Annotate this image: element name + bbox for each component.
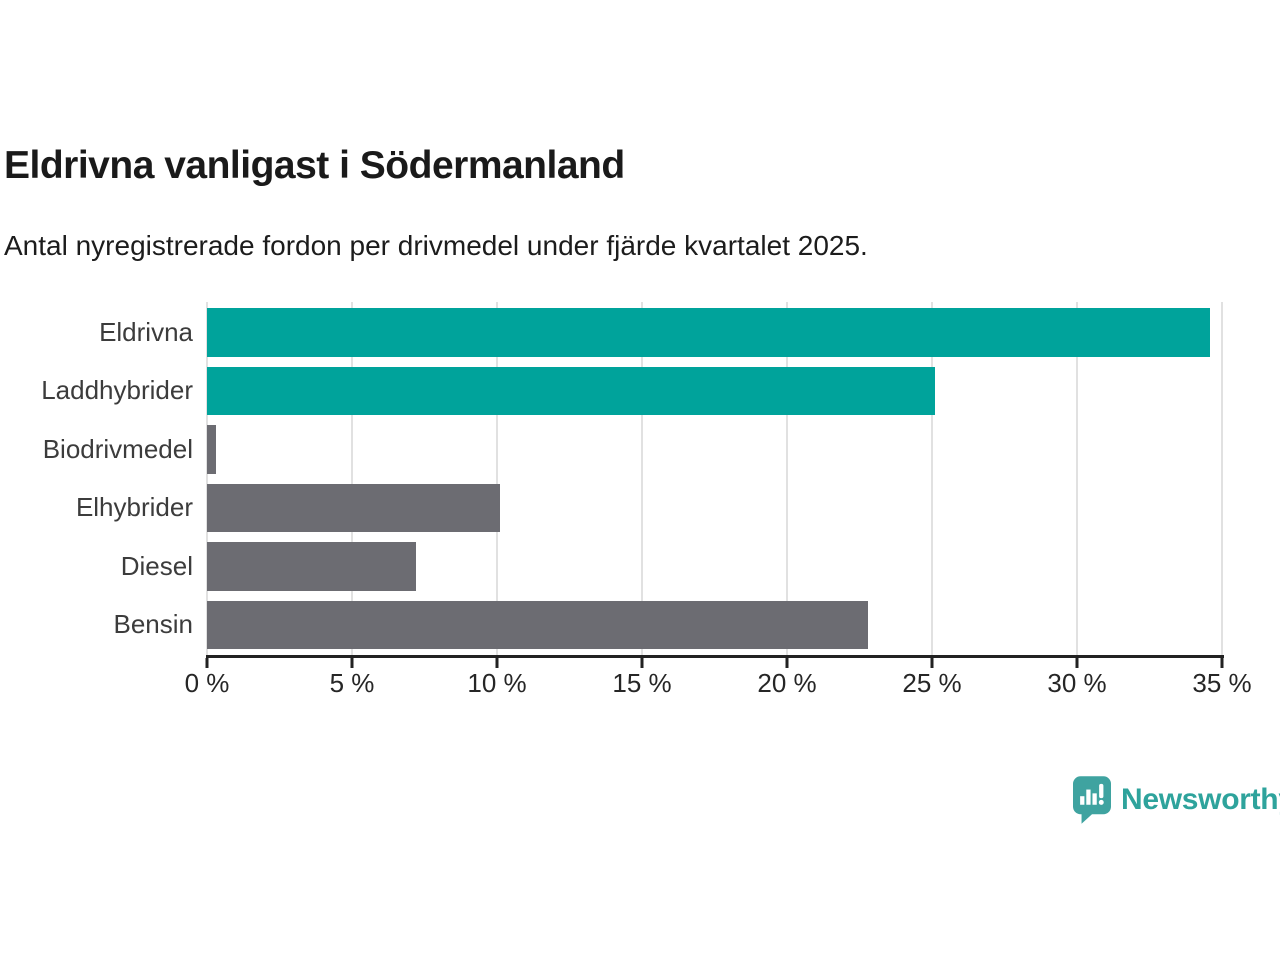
category-label: Elhybrider — [75, 492, 193, 523]
bar-rows: Eldrivna Laddhybrider Biodrivmedel Elhybrid… — [0, 302, 1280, 656]
x-axis-tick-label: 25 % — [902, 668, 962, 698]
brand-name: Newsworthy — [1121, 783, 1280, 816]
x-axis-tick — [350, 658, 354, 668]
chart-title: Eldrivna vanligast i Södermanland — [4, 144, 625, 187]
x-axis-tick — [495, 658, 499, 668]
chart-subtitle: Antal nyregistrerade fordon per drivmede… — [4, 230, 868, 261]
x-axis-tick-label: 20 % — [757, 668, 817, 698]
bar-elhybrider — [207, 483, 500, 532]
gridline — [351, 302, 353, 656]
bar-row: Diesel — [0, 542, 1280, 591]
category-label: Laddhybrider — [41, 375, 193, 406]
newsworthy-logo: Newsworthy — [1073, 776, 1280, 824]
x-axis-tick — [640, 658, 644, 668]
gridline — [1221, 302, 1223, 656]
x-axis-tick — [1220, 658, 1224, 668]
category-label: Biodrivmedel — [42, 433, 193, 464]
x-axis-line — [206, 655, 1224, 658]
x-axis-tick — [205, 658, 209, 668]
x-axis-tick-label: 10 % — [467, 668, 527, 698]
category-label: Diesel — [120, 550, 193, 581]
bar-bensin — [207, 600, 869, 649]
grid-layer — [206, 302, 1223, 656]
x-axis-tick-label: 15 % — [612, 668, 672, 698]
bar-row: Elhybrider — [0, 483, 1280, 532]
x-axis-tick — [785, 658, 789, 668]
x-axis-tick — [1075, 658, 1079, 668]
bar-biodrivmedel — [207, 425, 216, 474]
gridline — [1076, 302, 1078, 656]
bar-row: Bensin — [0, 600, 1280, 649]
x-axis-tick-label: 30 % — [1047, 668, 1107, 698]
bar-track — [207, 600, 1280, 649]
gridline — [496, 302, 498, 656]
bar-row: Biodrivmedel — [0, 425, 1280, 474]
bar-track — [207, 483, 1280, 532]
bar-diesel — [207, 542, 416, 591]
bar-track — [207, 425, 1280, 474]
gridline — [931, 302, 933, 656]
category-label: Bensin — [113, 609, 194, 640]
bar-track — [207, 308, 1280, 357]
bar-laddhybrider — [207, 366, 935, 415]
bar-row: Eldrivna — [0, 308, 1280, 357]
x-axis-tick — [930, 658, 934, 668]
bar-track — [207, 366, 1280, 415]
bar-chart: Eldrivna Laddhybrider Biodrivmedel Elhybrid… — [0, 302, 1280, 656]
gridline — [641, 302, 643, 656]
bar-chart-speech-bubble-icon — [1073, 776, 1111, 824]
x-axis-tick-label: 5 % — [329, 668, 375, 698]
bar-eldrivna — [207, 308, 1211, 357]
category-label: Eldrivna — [99, 316, 193, 347]
gridline — [786, 302, 788, 656]
bar-track — [207, 542, 1280, 591]
gridline — [206, 302, 208, 656]
x-axis-tick-label: 0 % — [184, 668, 230, 698]
bar-row: Laddhybrider — [0, 366, 1280, 415]
x-axis-tick-label: 35 % — [1192, 668, 1252, 698]
